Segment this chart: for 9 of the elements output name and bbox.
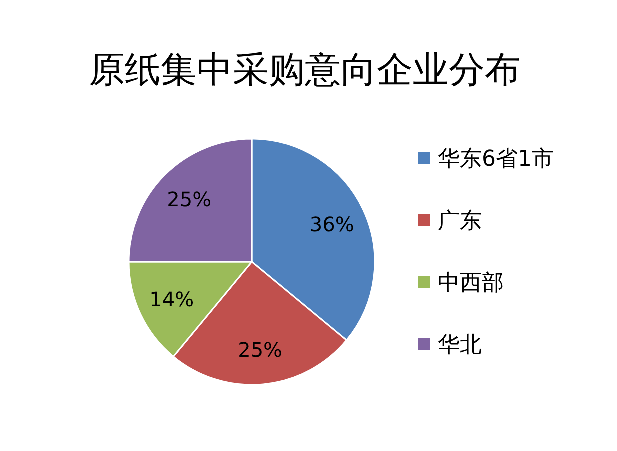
legend-label: 华东6省1市: [438, 147, 554, 172]
data-label: 36%: [310, 212, 354, 236]
legend-label: 华北: [438, 333, 482, 358]
data-label: 14%: [150, 288, 194, 312]
legend-label: 广东: [438, 209, 482, 234]
data-label: 25%: [238, 338, 283, 362]
legend-label: 中西部: [438, 271, 504, 296]
chart-title: 原纸集中采购意向企业分布: [89, 50, 521, 91]
data-label: 25%: [167, 187, 212, 212]
